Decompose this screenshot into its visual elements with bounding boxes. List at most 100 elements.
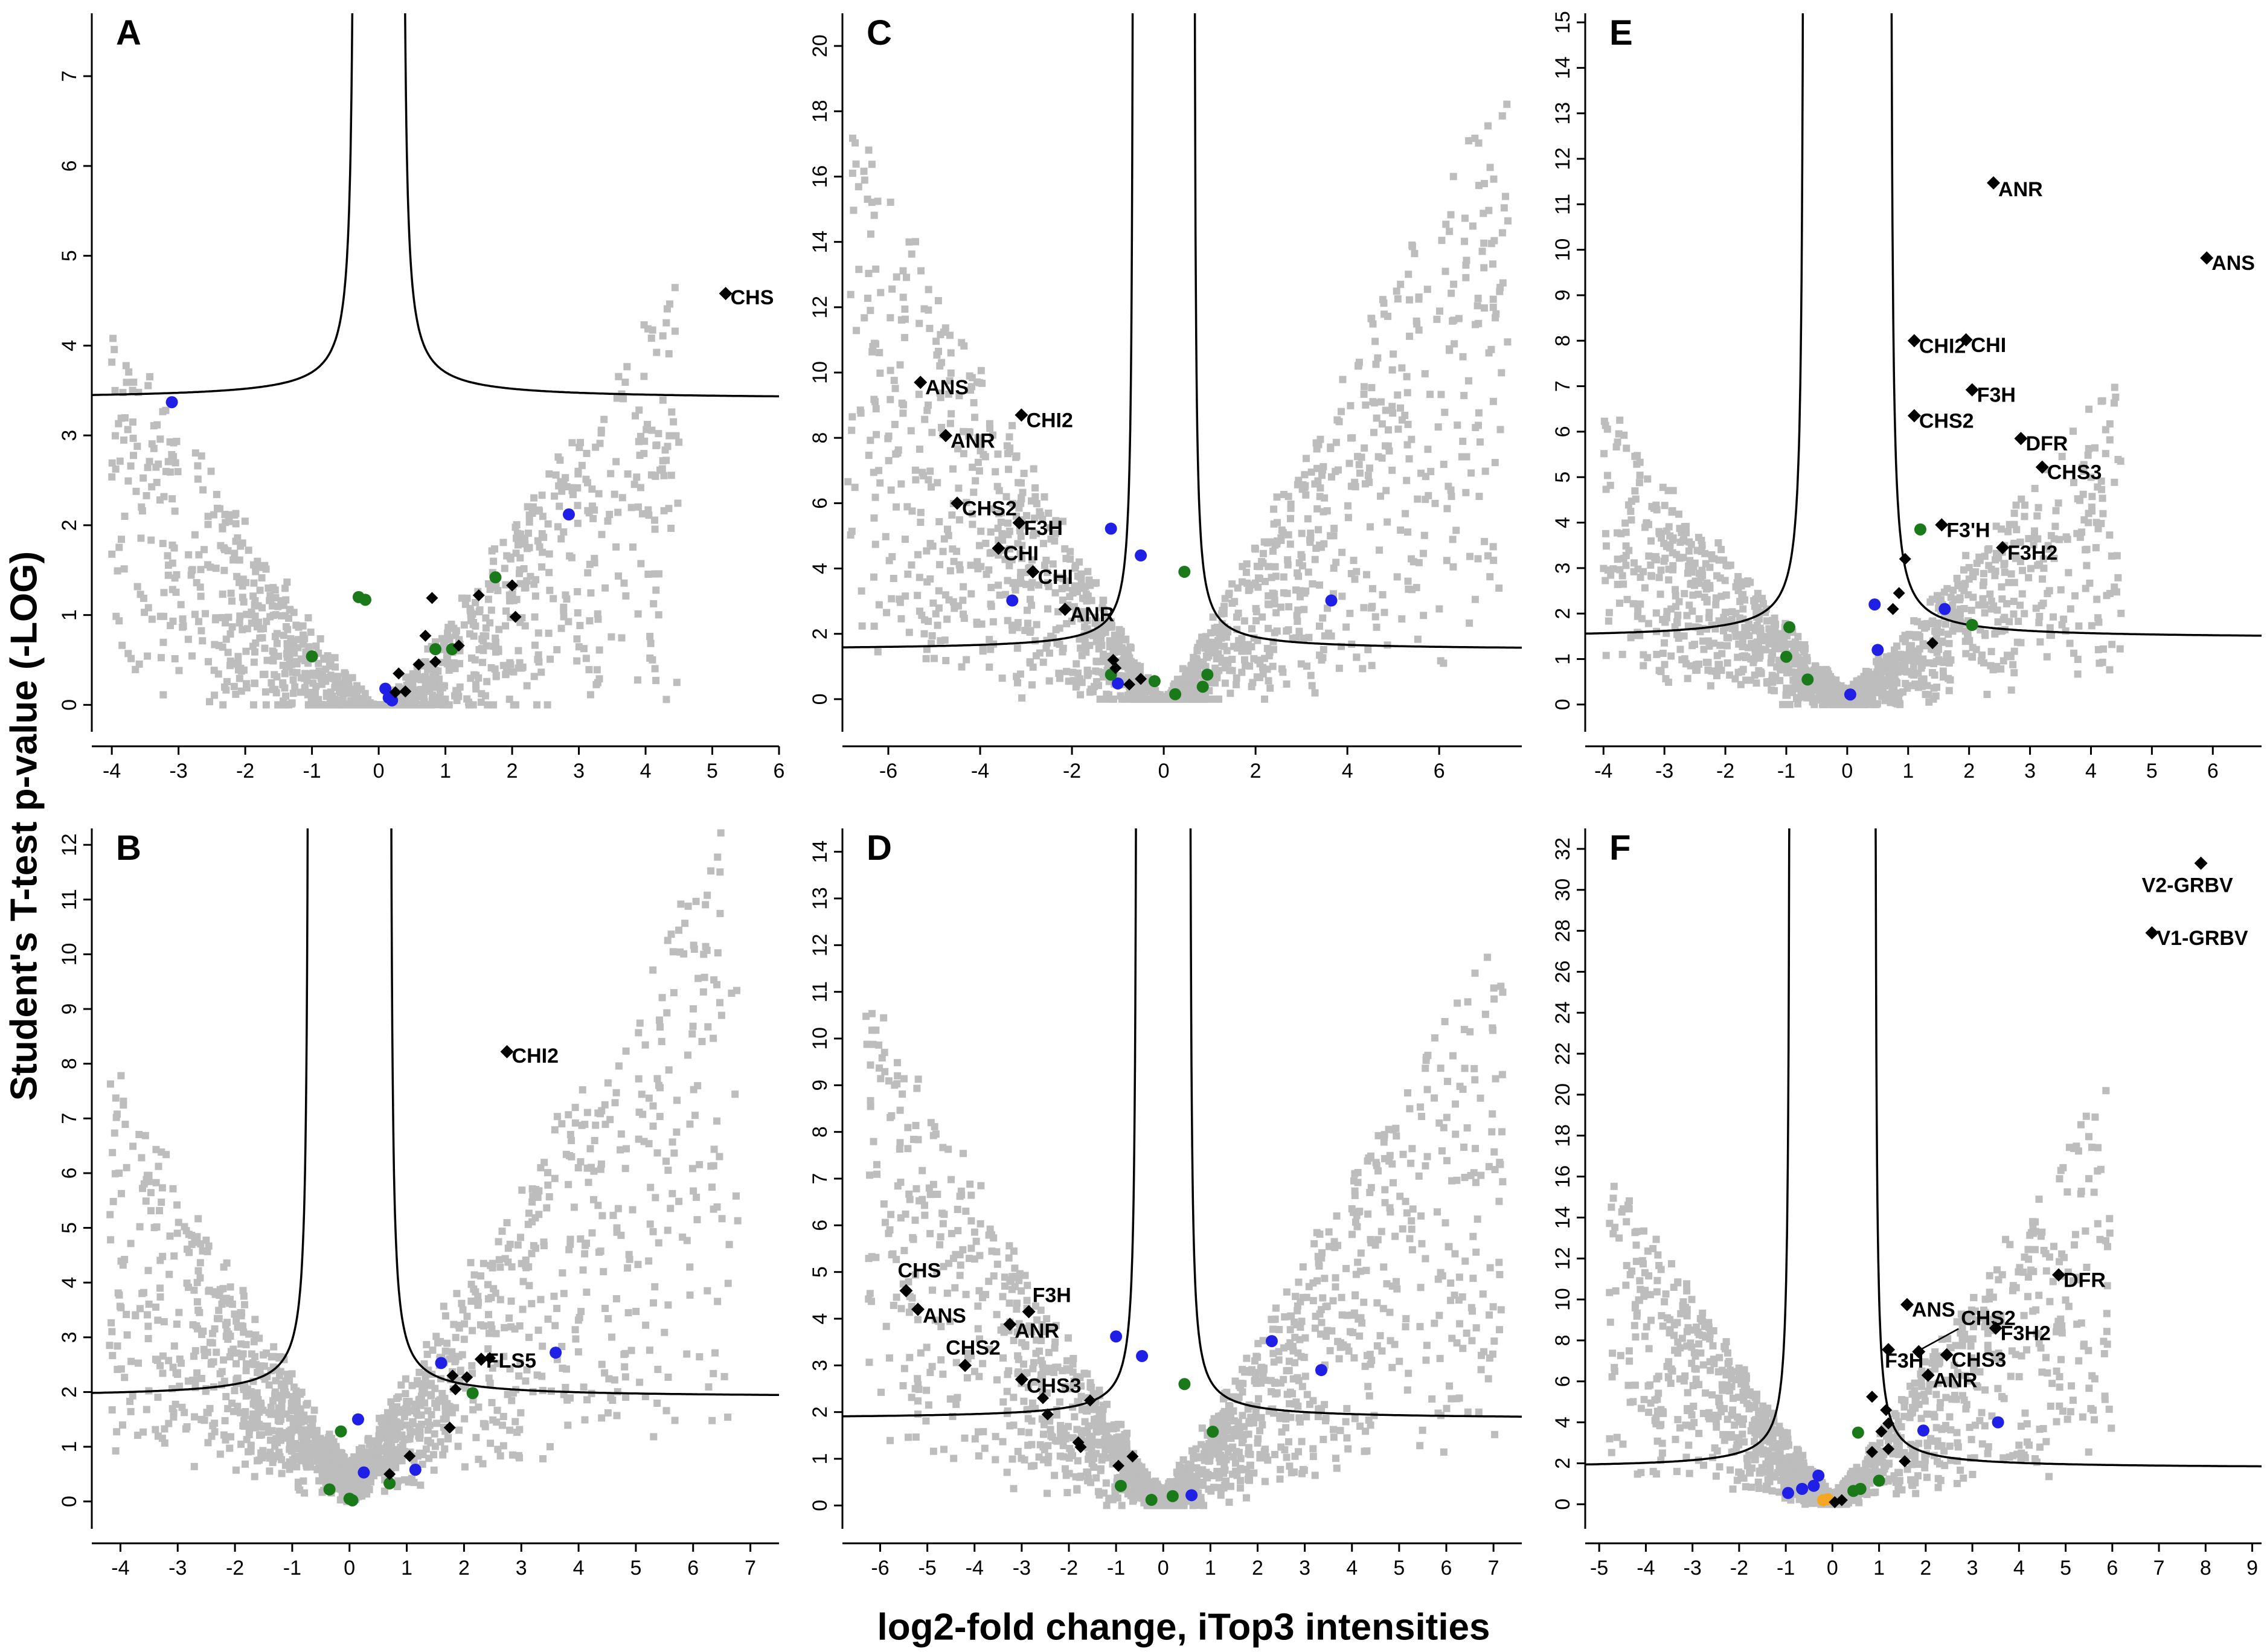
background-point bbox=[664, 1373, 672, 1381]
background-point bbox=[242, 1360, 250, 1368]
background-point bbox=[255, 1334, 263, 1342]
background-point bbox=[474, 1293, 482, 1301]
background-point bbox=[637, 560, 645, 568]
background-point bbox=[203, 1409, 211, 1417]
background-point bbox=[231, 1387, 239, 1395]
background-point bbox=[204, 1439, 212, 1447]
background-point bbox=[338, 683, 346, 691]
background-point bbox=[472, 1433, 480, 1441]
background-point bbox=[265, 584, 272, 592]
background-point bbox=[172, 459, 179, 467]
background-point bbox=[451, 665, 459, 673]
background-point bbox=[120, 565, 128, 573]
background-point bbox=[559, 1269, 566, 1277]
background-point bbox=[638, 1090, 646, 1098]
background-point bbox=[508, 1263, 516, 1271]
background-point bbox=[139, 1428, 147, 1436]
background-point bbox=[441, 1347, 449, 1355]
background-point bbox=[515, 569, 523, 577]
x-tick-label: 0 bbox=[373, 760, 385, 783]
background-point bbox=[330, 695, 338, 703]
background-point bbox=[649, 1228, 657, 1235]
y-tick-label: 7 bbox=[58, 71, 81, 82]
background-point bbox=[179, 615, 187, 623]
background-point bbox=[174, 468, 182, 476]
background-point bbox=[364, 1436, 372, 1444]
background-point bbox=[124, 477, 132, 485]
background-point bbox=[113, 1428, 121, 1436]
background-point bbox=[191, 449, 199, 457]
background-point bbox=[281, 670, 289, 677]
background-point bbox=[297, 1418, 305, 1426]
background-point bbox=[551, 1126, 559, 1134]
background-point bbox=[517, 1409, 525, 1417]
background-point bbox=[109, 1352, 117, 1360]
background-point bbox=[433, 1420, 441, 1427]
background-point bbox=[494, 587, 502, 595]
x-tick-label: -2 bbox=[226, 1557, 244, 1580]
background-point bbox=[138, 1154, 146, 1162]
background-point bbox=[662, 696, 670, 703]
background-point bbox=[242, 578, 250, 586]
background-point bbox=[560, 613, 568, 621]
background-point bbox=[298, 655, 306, 663]
x-tick-label: 3 bbox=[516, 1557, 527, 1580]
background-point bbox=[675, 438, 683, 446]
background-point bbox=[667, 1205, 675, 1212]
background-point bbox=[538, 1372, 546, 1380]
background-point bbox=[240, 666, 248, 674]
background-point bbox=[228, 597, 236, 605]
background-point bbox=[560, 528, 568, 536]
background-point bbox=[478, 690, 486, 697]
background-point bbox=[403, 701, 411, 709]
green-circle-marker bbox=[429, 643, 441, 656]
background-point bbox=[524, 545, 531, 552]
background-point bbox=[440, 1302, 447, 1310]
background-point bbox=[380, 1487, 388, 1495]
background-point bbox=[183, 1423, 191, 1431]
background-point bbox=[141, 1132, 149, 1139]
background-point bbox=[646, 654, 654, 662]
background-point bbox=[171, 507, 179, 515]
background-point bbox=[720, 1372, 728, 1380]
background-point bbox=[152, 1356, 159, 1363]
background-point bbox=[144, 464, 152, 472]
background-point bbox=[667, 930, 675, 938]
background-point bbox=[417, 1481, 425, 1489]
background-point bbox=[351, 699, 359, 706]
background-point bbox=[515, 647, 522, 655]
background-point bbox=[667, 524, 675, 532]
background-point bbox=[108, 1406, 116, 1414]
background-point bbox=[117, 536, 125, 543]
background-point bbox=[344, 1469, 352, 1477]
background-point bbox=[344, 1480, 351, 1488]
background-point bbox=[266, 1467, 274, 1475]
background-point bbox=[115, 420, 123, 427]
background-point bbox=[595, 490, 603, 498]
background-point bbox=[162, 467, 170, 475]
background-point bbox=[484, 595, 492, 603]
background-point bbox=[265, 1381, 273, 1389]
background-point bbox=[576, 438, 584, 446]
background-point bbox=[527, 572, 534, 580]
background-point bbox=[159, 408, 167, 415]
background-point bbox=[424, 1426, 432, 1434]
background-point bbox=[531, 592, 539, 600]
background-point bbox=[236, 674, 243, 682]
x-tick-label: -4 bbox=[111, 1557, 129, 1580]
background-point bbox=[513, 595, 521, 603]
background-point bbox=[394, 1477, 402, 1485]
background-point bbox=[142, 1197, 150, 1205]
background-point bbox=[204, 520, 212, 528]
background-point bbox=[477, 698, 485, 706]
background-point bbox=[280, 632, 287, 639]
plot-area bbox=[92, 828, 779, 1505]
x-tick-label: 2 bbox=[507, 760, 518, 783]
background-point bbox=[661, 1328, 669, 1336]
background-point bbox=[173, 1321, 181, 1328]
background-point bbox=[476, 606, 484, 614]
background-point bbox=[216, 1292, 223, 1299]
background-point bbox=[535, 1187, 543, 1195]
